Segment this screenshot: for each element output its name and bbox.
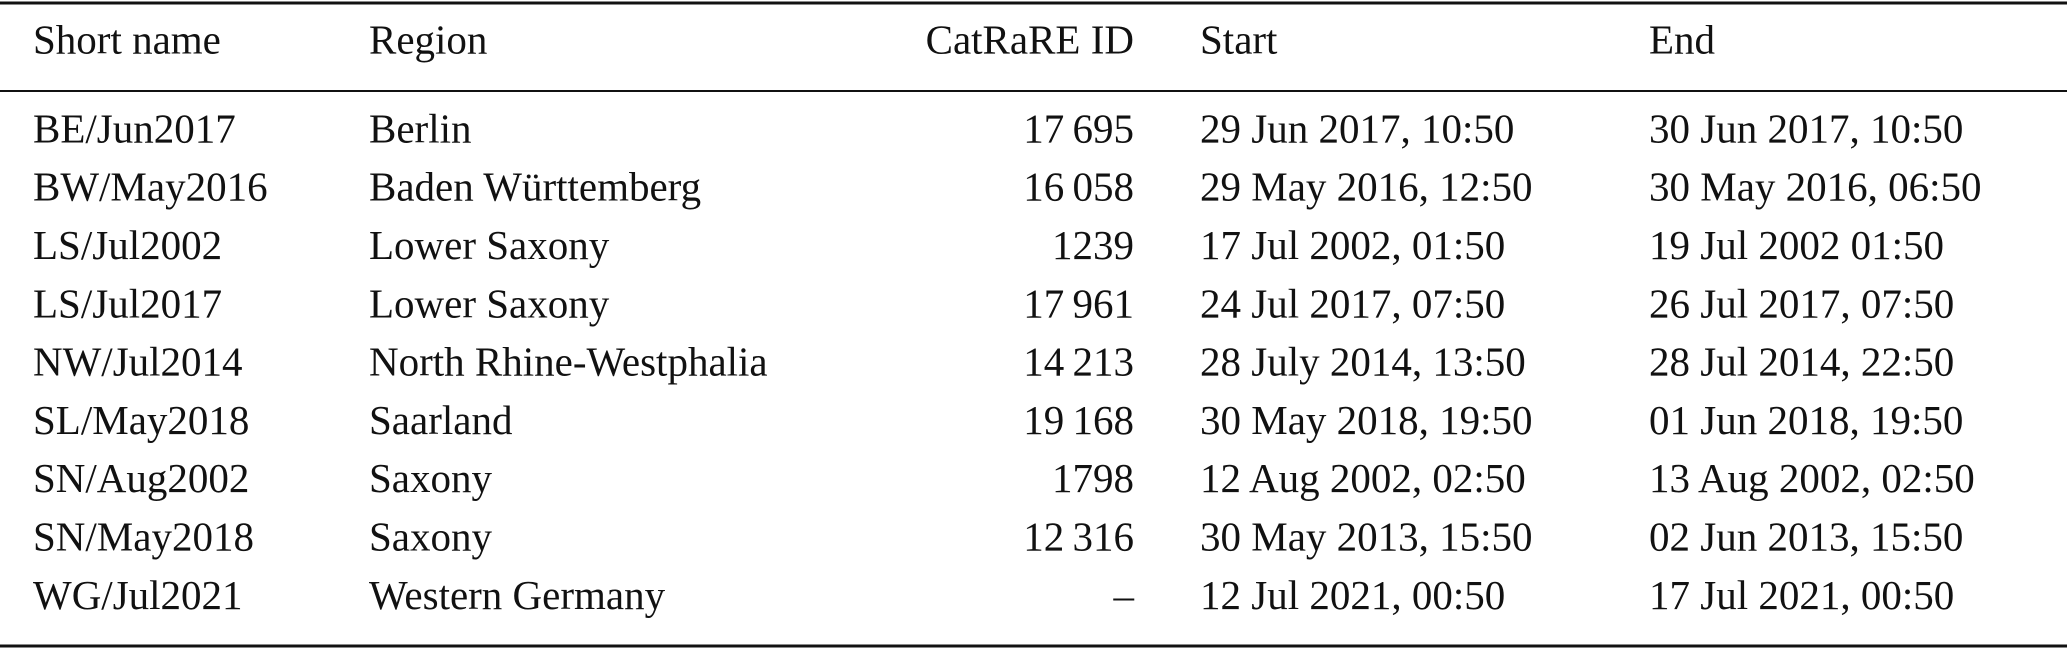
header-cell: End	[1649, 16, 1715, 62]
cell: 12 Aug 2002, 02:50	[1200, 455, 1526, 501]
header-cell: Region	[369, 16, 487, 62]
cell: SN/May2018	[33, 514, 254, 560]
cell: Saxony	[369, 514, 493, 560]
cell: SL/May2018	[33, 397, 249, 443]
cell: 14 213	[1023, 339, 1134, 385]
cell: WG/Jul2021	[33, 572, 243, 618]
cell: North Rhine-Westphalia	[369, 339, 768, 385]
cell: 17 695	[1023, 105, 1134, 151]
cell: 1239	[1052, 222, 1134, 268]
cell: 28 Jul 2014, 22:50	[1649, 339, 1954, 385]
header-cell: Start	[1200, 16, 1278, 62]
cell: 13 Aug 2002, 02:50	[1649, 455, 1975, 501]
cell: Western Germany	[369, 572, 666, 618]
cell: BE/Jun2017	[33, 105, 236, 151]
cell: 19 Jul 2002 01:50	[1649, 222, 1944, 268]
cell: 29 May 2016, 12:50	[1200, 164, 1533, 210]
cell: 26 Jul 2017, 07:50	[1649, 280, 1954, 326]
cell: LS/Jul2002	[33, 222, 222, 268]
cell: SN/Aug2002	[33, 455, 249, 501]
cell: 02 Jun 2013, 15:50	[1649, 514, 1963, 560]
cell: Lower Saxony	[369, 222, 610, 268]
cell: Lower Saxony	[369, 280, 610, 326]
cell: 17 Jul 2021, 00:50	[1649, 572, 1954, 618]
cell: 29 Jun 2017, 10:50	[1200, 105, 1514, 151]
cell: 16 058	[1023, 164, 1134, 210]
cell: 17 961	[1023, 280, 1134, 326]
cell: 30 May 2018, 19:50	[1200, 397, 1533, 443]
cell: –	[1113, 572, 1135, 618]
header-cell: CatRaRE ID	[926, 16, 1134, 62]
cell: 24 Jul 2017, 07:50	[1200, 280, 1505, 326]
cell: 12 Jul 2021, 00:50	[1200, 572, 1505, 618]
cell: 17 Jul 2002, 01:50	[1200, 222, 1505, 268]
cell: 28 July 2014, 13:50	[1200, 339, 1526, 385]
cell: NW/Jul2014	[33, 339, 243, 385]
header-cell: Short name	[33, 16, 221, 62]
cell: 30 Jun 2017, 10:50	[1649, 105, 1963, 151]
cell: Saxony	[369, 455, 493, 501]
cell: Baden Württemberg	[369, 164, 701, 210]
cell: Saarland	[369, 397, 512, 443]
cell: BW/May2016	[33, 164, 268, 210]
cell: 19 168	[1023, 397, 1134, 443]
cell: 30 May 2016, 06:50	[1649, 164, 1982, 210]
cell: 1798	[1052, 455, 1134, 501]
cell: Berlin	[369, 105, 471, 151]
cell: 12 316	[1023, 514, 1134, 560]
cell: LS/Jul2017	[33, 280, 222, 326]
cell: 30 May 2013, 15:50	[1200, 514, 1533, 560]
cell: 01 Jun 2018, 19:50	[1649, 397, 1963, 443]
